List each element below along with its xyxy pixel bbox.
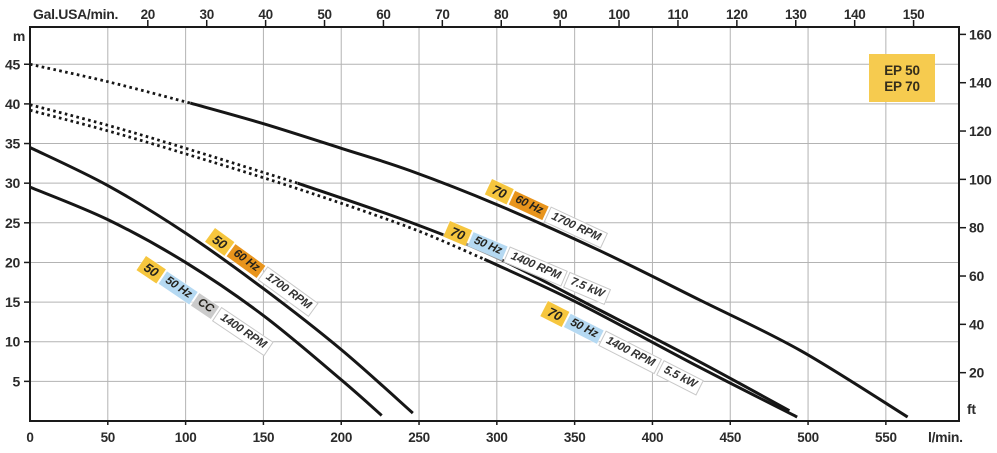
- legend-item-ep70: EP 70: [884, 78, 920, 94]
- curve-ep-70-60-hz-1700-rpm: [189, 101, 909, 419]
- right-tick-label: 140: [969, 75, 992, 91]
- tick-labels: 20 30 40 50 60 70 80 90 100 110 120 130 140 150 0 50 100…: [5, 6, 992, 445]
- top-tick-label: 110: [668, 7, 689, 22]
- top-tick-label: 40: [258, 7, 272, 22]
- right-tick-label: 40: [969, 316, 984, 332]
- bottom-tick-label: 400: [642, 430, 664, 445]
- curve-ep-50-50-hz-cc-1400-rpm: [29, 185, 383, 417]
- bottom-tick-label: 100: [175, 430, 197, 445]
- bottom-tick-label: 350: [564, 430, 586, 445]
- left-tick-label: 10: [5, 334, 20, 350]
- top-tick-label: 30: [200, 7, 214, 22]
- curve-dotted-ep-70-50-hz-1400-rpm-5-5-kw: [29, 108, 485, 261]
- left-tick-label: 5: [13, 373, 21, 389]
- bottom-tick-label: 300: [486, 430, 508, 445]
- right-tick-label: 160: [969, 26, 992, 42]
- bottom-tick-label: 450: [719, 430, 741, 445]
- top-tick-label: 20: [141, 7, 155, 22]
- left-tick-label: 35: [5, 136, 20, 152]
- left-tick-label: 20: [5, 254, 20, 270]
- bottom-tick-label: 50: [101, 430, 115, 445]
- left-tick-label: 30: [5, 175, 20, 191]
- left-tick-label: 15: [5, 294, 20, 310]
- right-tick-label: 120: [969, 123, 992, 139]
- curve-ep-50-60-hz-1700-rpm: [29, 146, 414, 415]
- left-tick-label: 25: [5, 215, 20, 231]
- curve-ep-70-50-hz-1400-rpm-5-5-kw: [483, 257, 798, 419]
- right-tick-label: 20: [969, 365, 984, 381]
- top-tick-label: 50: [317, 7, 331, 22]
- top-tick-label: 130: [785, 7, 807, 22]
- curves: [29, 62, 909, 419]
- top-tick-label: 150: [903, 7, 925, 22]
- top-tick-label: 90: [553, 7, 567, 22]
- top-tick-label: 120: [726, 7, 748, 22]
- bottom-tick-label: 250: [408, 430, 430, 445]
- curve-dotted-ep-70-50-hz-1400-rpm-7-5-kw: [29, 103, 299, 185]
- top-tick-label: 100: [608, 7, 630, 22]
- left-tick-label: 40: [5, 96, 20, 112]
- right-tick-label: 60: [969, 268, 984, 284]
- curve-dotted-ep-70-60-hz-1700-rpm: [29, 62, 191, 105]
- legend: EP 50 EP 70: [869, 54, 935, 102]
- bottom-tick-label: 550: [875, 430, 897, 445]
- right-tick-label: 100: [969, 171, 992, 187]
- curve-ep-70-50-hz-1400-rpm-7-5-kw: [297, 181, 791, 413]
- right-tick-label: 80: [969, 220, 984, 236]
- top-tick-label: 80: [494, 7, 508, 22]
- bottom-tick-label: 0: [26, 430, 33, 445]
- left-axis-unit-label: m: [13, 28, 25, 44]
- bottom-tick-label: 500: [797, 430, 819, 445]
- bottom-tick-label: 150: [253, 430, 275, 445]
- top-tick-label: 70: [435, 7, 449, 22]
- top-tick-label: 60: [376, 7, 390, 22]
- top-axis-unit-label: Gal.USA/min.: [33, 6, 118, 22]
- bottom-axis-unit-label: l/min.: [928, 429, 963, 445]
- plot-border: [29, 26, 960, 422]
- right-axis-unit-label: ft: [967, 401, 976, 417]
- legend-item-ep50: EP 50: [884, 62, 920, 78]
- bottom-tick-label: 200: [330, 430, 352, 445]
- left-tick-label: 45: [5, 56, 20, 72]
- top-tick-label: 140: [844, 7, 866, 22]
